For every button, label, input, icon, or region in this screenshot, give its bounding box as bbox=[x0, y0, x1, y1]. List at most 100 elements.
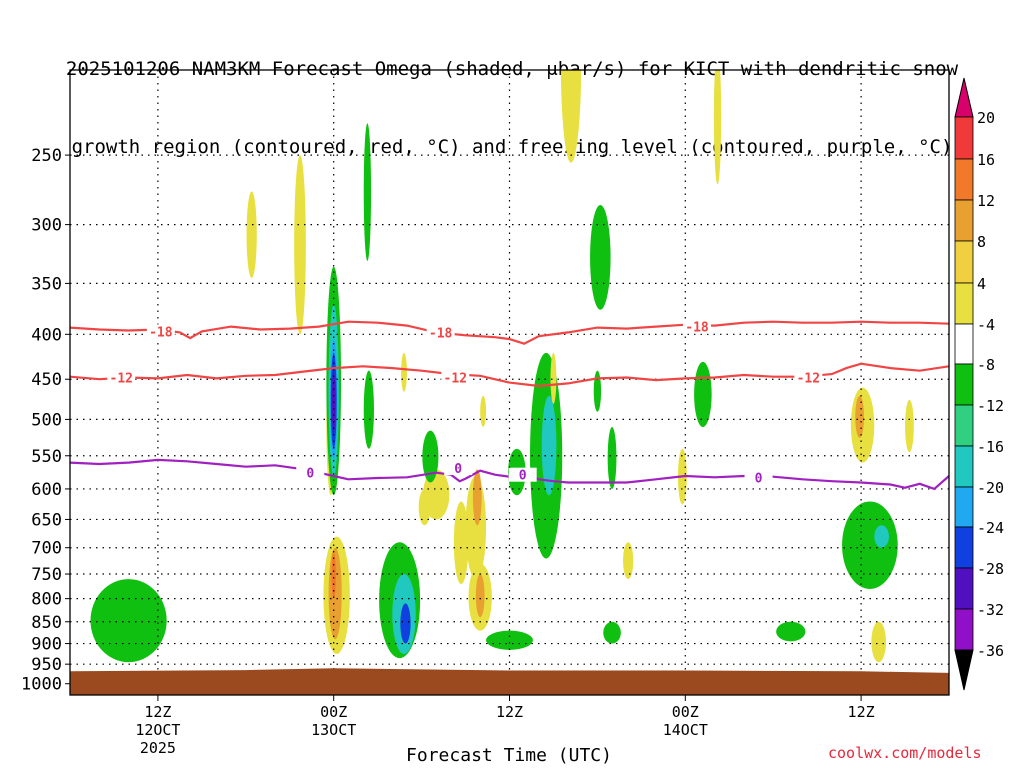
omega-region bbox=[422, 430, 439, 483]
contour-label: 0 bbox=[454, 462, 462, 477]
omega-region bbox=[363, 123, 372, 261]
y-tick-label: 500 bbox=[31, 410, 62, 430]
colorbar-label: 4 bbox=[977, 275, 986, 293]
contour-label: 0 bbox=[306, 467, 314, 482]
omega-region bbox=[472, 469, 482, 526]
omega-region bbox=[400, 603, 411, 644]
y-tick-label: 450 bbox=[31, 370, 62, 390]
omega-region bbox=[486, 630, 533, 650]
colorbar-label: -4 bbox=[977, 316, 995, 334]
colorbar-swatch bbox=[954, 158, 974, 201]
y-tick-label: 300 bbox=[31, 216, 62, 236]
dendritic-contour-line bbox=[70, 362, 949, 388]
colorbar-label: -20 bbox=[977, 479, 1004, 497]
x-tick-label: 14OCT bbox=[663, 721, 708, 739]
colorbar-label: 8 bbox=[977, 233, 986, 251]
contour-label-bg bbox=[683, 319, 712, 334]
x-tick-label: 12Z bbox=[496, 703, 523, 721]
contour-label-bg bbox=[441, 370, 470, 385]
y-tick-label: 700 bbox=[31, 539, 62, 559]
x-tick-label: 00Z bbox=[672, 703, 699, 721]
omega-region bbox=[294, 155, 306, 335]
y-tick-label: 350 bbox=[31, 274, 62, 294]
omega-region bbox=[905, 399, 914, 453]
chart-title-line-1: 2025101206 NAM3KM Forecast Omega (shaded… bbox=[65, 58, 959, 80]
omega-region bbox=[593, 370, 602, 412]
omega-region bbox=[874, 525, 889, 548]
omega-region bbox=[560, 70, 582, 163]
colorbar-label: -12 bbox=[977, 397, 1004, 415]
y-tick-label: 1000 bbox=[21, 675, 62, 695]
chart-title-line-2: growth region (contoured, red, °C) and f… bbox=[71, 136, 953, 158]
omega-region bbox=[590, 205, 611, 310]
omega-region bbox=[871, 621, 887, 663]
omega-region bbox=[713, 70, 722, 185]
contour-label-bg bbox=[794, 370, 823, 385]
contour-label-bg bbox=[444, 461, 473, 476]
omega-region bbox=[607, 426, 617, 489]
contour-label-bg bbox=[107, 370, 136, 385]
omega-region bbox=[363, 370, 374, 449]
y-tick-label: 600 bbox=[31, 480, 62, 500]
omega-region bbox=[541, 395, 557, 496]
contour-label: -18 bbox=[685, 321, 709, 336]
contour-label-bg bbox=[426, 325, 455, 340]
colorbar-swatch bbox=[954, 445, 974, 488]
colorbar-swatch bbox=[954, 526, 974, 569]
colorbar: 20 16 12 8 4 -4 -8 -12 -16 -20 -24 -28 -32 -36 bbox=[954, 77, 1004, 691]
colorbar-label: 12 bbox=[977, 192, 995, 210]
colorbar-swatch bbox=[954, 486, 974, 528]
contour-label-bg bbox=[296, 465, 325, 480]
y-tick-label: 400 bbox=[31, 325, 62, 345]
colorbar-swatch bbox=[954, 282, 974, 325]
colorbar-top-arrow bbox=[954, 77, 974, 118]
omega-region bbox=[855, 395, 865, 439]
colorbar-label: -24 bbox=[977, 519, 1004, 537]
colorbar-label: -36 bbox=[977, 642, 1004, 660]
omega-region bbox=[776, 621, 806, 642]
colorbar-swatch bbox=[954, 323, 974, 365]
omega-region bbox=[842, 501, 898, 589]
colorbar-label: 16 bbox=[977, 151, 995, 169]
omega-shading-layer bbox=[90, 70, 914, 663]
x-tick-label: 00Z bbox=[320, 703, 347, 721]
omega-region bbox=[418, 488, 431, 526]
colorbar-label: -16 bbox=[977, 438, 1004, 456]
colorbar-swatch bbox=[954, 608, 974, 651]
contour-label-bg bbox=[146, 324, 175, 339]
colorbar-swatch bbox=[954, 240, 974, 284]
dendritic-contour-line bbox=[70, 320, 949, 345]
y-tick-label: 950 bbox=[31, 655, 62, 675]
y-tick-label: 800 bbox=[31, 590, 62, 610]
x-tick-label: 13OCT bbox=[311, 721, 356, 739]
colorbar-label: 20 bbox=[977, 109, 995, 127]
y-tick-label: 750 bbox=[31, 565, 62, 585]
y-axis: 2503003504004505005506006507007508008509… bbox=[21, 146, 70, 695]
colorbar-swatch bbox=[954, 363, 974, 406]
x-tick-label: 12OCT bbox=[135, 721, 180, 739]
y-tick-label: 850 bbox=[31, 613, 62, 633]
colorbar-swatch bbox=[954, 404, 974, 447]
colorbar-swatch bbox=[954, 116, 974, 160]
ground-fill bbox=[70, 668, 949, 695]
x-tick-label: 12Z bbox=[144, 703, 171, 721]
colorbar-swatch bbox=[954, 199, 974, 242]
omega-region bbox=[475, 574, 485, 618]
omega-region bbox=[246, 191, 257, 278]
x-tick-label: 2025 bbox=[140, 739, 176, 757]
colorbar-label: -32 bbox=[977, 601, 1004, 619]
omega-region bbox=[694, 361, 712, 427]
contour-label: 0 bbox=[755, 471, 763, 486]
contour-label: -12 bbox=[444, 372, 467, 387]
x-axis-title: Forecast Time (UTC) bbox=[406, 745, 612, 766]
y-tick-label: 650 bbox=[31, 510, 62, 530]
contour-label-bg bbox=[508, 467, 537, 482]
grid-layer bbox=[70, 70, 949, 695]
y-tick-label: 550 bbox=[31, 447, 62, 467]
omega-region bbox=[453, 501, 469, 585]
colorbar-bottom-arrow bbox=[954, 649, 974, 691]
x-tick-label: 12Z bbox=[848, 703, 875, 721]
y-tick-label: 900 bbox=[31, 635, 62, 655]
